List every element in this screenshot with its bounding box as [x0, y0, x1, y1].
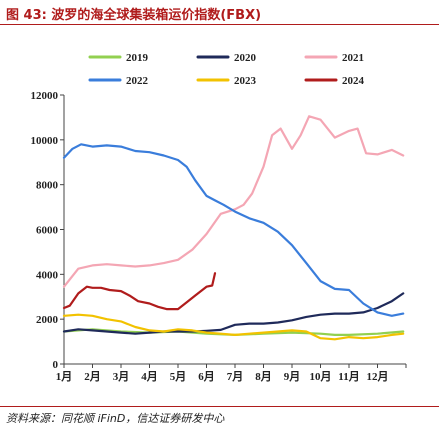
x-tick-label: 5月 [170, 370, 187, 383]
x-tick-label: 4月 [141, 370, 158, 383]
series-line-2023 [62, 313, 405, 341]
y-tick-label: 4000 [36, 269, 59, 281]
x-tick-label: 1月 [56, 370, 73, 383]
source-note: 资料来源：同花顺 iFinD，信达证券研发中心 [6, 412, 225, 425]
x-tick-label: 3月 [113, 370, 130, 383]
legend-label-2021: 2021 [342, 52, 364, 64]
legend-label-2023: 2023 [234, 75, 257, 87]
y-tick-label: 12000 [31, 90, 59, 102]
x-tick-label: 11月 [338, 370, 359, 383]
x-tick-label: 9月 [284, 370, 301, 383]
legend-label-2024: 2024 [342, 75, 365, 87]
series-line-2024 [62, 272, 217, 311]
y-tick-label: 6000 [36, 225, 59, 237]
legend-label-2019: 2019 [126, 52, 149, 64]
y-tick-label: 0 [53, 359, 59, 371]
x-tick-label: 6月 [198, 370, 215, 383]
legend-label-2022: 2022 [126, 75, 149, 87]
footer-divider [0, 406, 439, 407]
x-tick-label: 7月 [227, 370, 244, 383]
x-tick-label: 8月 [255, 370, 272, 383]
y-tick-label: 2000 [36, 314, 59, 326]
y-tick-label: 8000 [36, 180, 59, 192]
series-line-2022 [62, 143, 405, 317]
legend-label-2020: 2020 [234, 52, 257, 64]
x-tick-label: 12月 [367, 370, 389, 383]
series-line-2021 [62, 115, 405, 288]
x-tick-label: 10月 [310, 370, 332, 383]
figure-title: 图 43: 波罗的海全球集装箱运价指数(FBX) [6, 8, 262, 23]
x-tick-label: 2月 [84, 370, 101, 383]
series-line-2020 [62, 292, 405, 335]
title-divider [0, 24, 439, 25]
y-tick-label: 10000 [31, 135, 59, 147]
